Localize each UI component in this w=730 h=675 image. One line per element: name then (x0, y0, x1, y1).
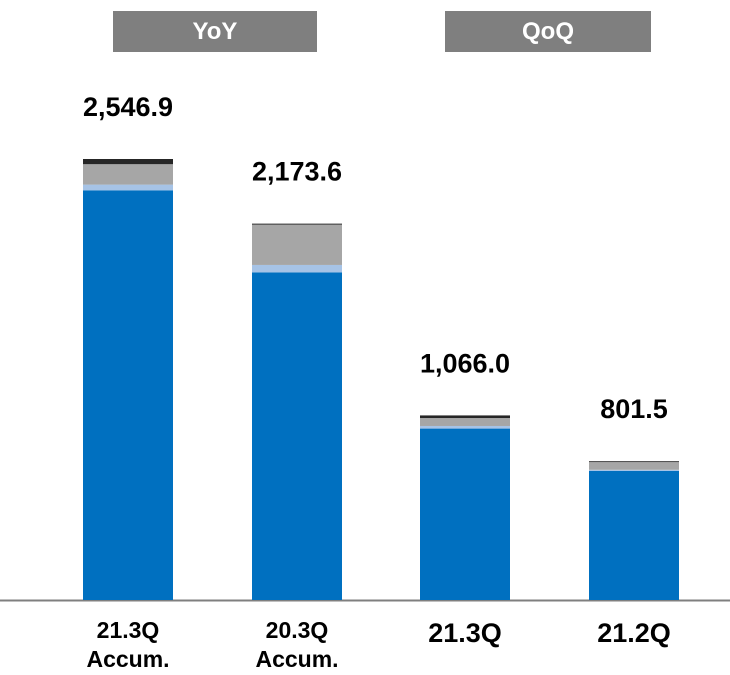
bar-total-label: 2,546.9 (83, 92, 173, 122)
bar-total-label: 801.5 (600, 394, 668, 424)
x-tick-label: Accum. (255, 646, 338, 672)
bar-segment-2 (589, 469, 679, 472)
bar-segment-1 (83, 190, 173, 601)
qoq-label: QoQ (522, 17, 574, 45)
bar-segment-2 (83, 184, 173, 191)
bar-segment-2 (420, 425, 510, 429)
bar-segment-3 (83, 164, 173, 185)
bar-segment-3 (420, 418, 510, 426)
bar-segment-3 (589, 462, 679, 470)
x-tick-label: Accum. (86, 646, 169, 672)
bar-segment-4 (252, 223, 342, 225)
bar-segment-2 (252, 264, 342, 273)
x-tick-label: 21.3Q (428, 618, 502, 648)
bar-segment-3 (252, 224, 342, 265)
bar-total-label: 1,066.0 (420, 348, 510, 378)
yoy-tag: YoY (113, 11, 317, 52)
x-tick-label: 20.3Q (266, 617, 329, 643)
bar-segment-4 (83, 159, 173, 165)
bar-segment-1 (589, 471, 679, 600)
x-tick-label: 21.3Q (97, 617, 160, 643)
bar-total-label: 2,173.6 (252, 157, 342, 187)
qoq-tag: QoQ (445, 11, 651, 52)
bar-segment-1 (420, 428, 510, 600)
bar-segment-1 (252, 272, 342, 600)
x-tick-label: 21.2Q (597, 618, 671, 648)
bar-segment-4 (420, 415, 510, 419)
yoy-label: YoY (192, 17, 238, 45)
bar-segment-4 (589, 461, 679, 463)
